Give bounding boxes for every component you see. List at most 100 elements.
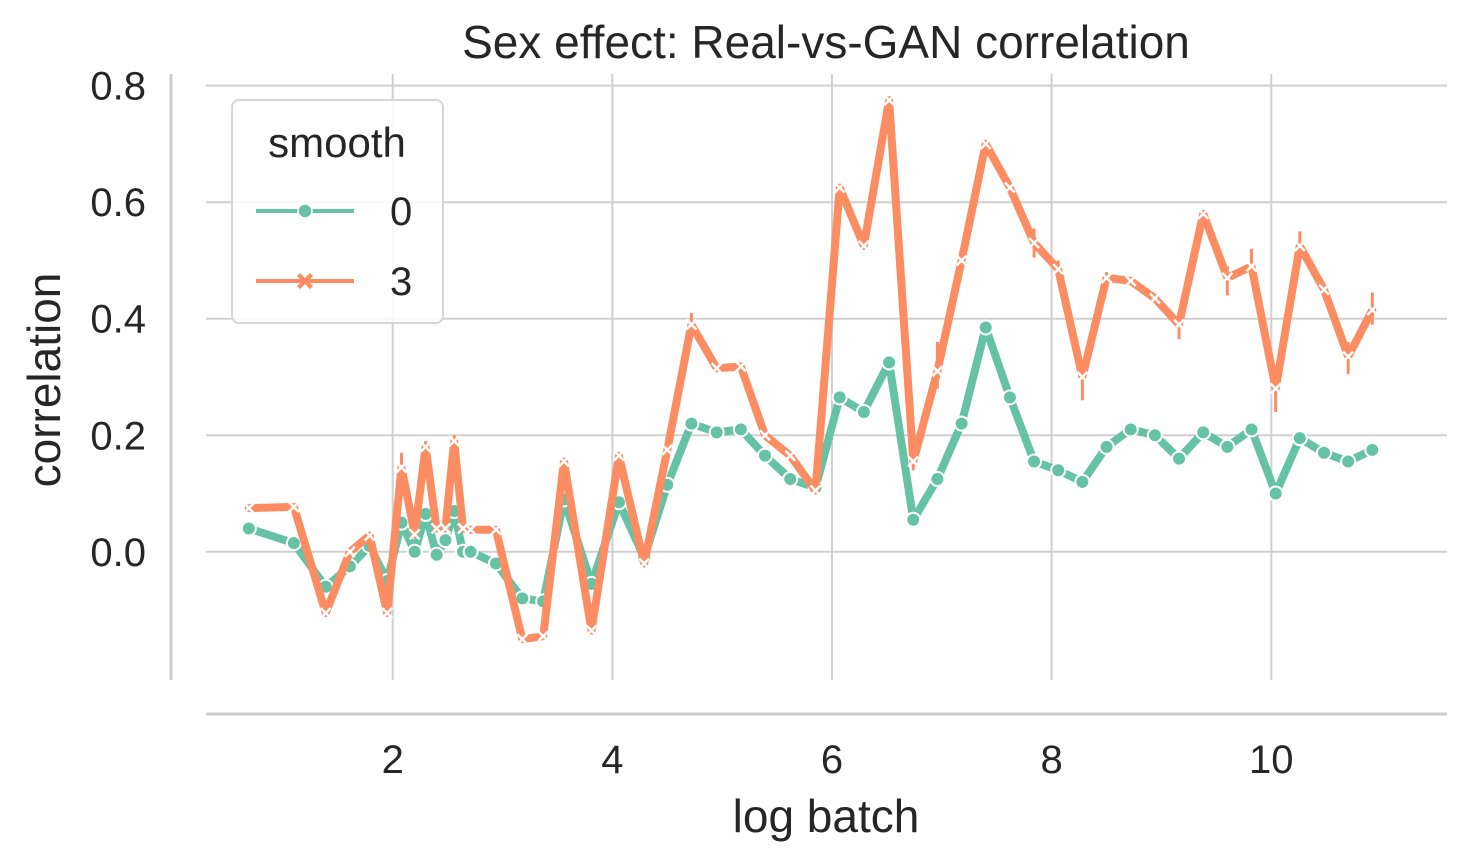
marker-stroke — [395, 461, 408, 474]
data-point — [1267, 485, 1284, 502]
marker-stroke — [734, 360, 747, 373]
marker-stroke — [430, 522, 443, 535]
x-axis-label: log batch — [733, 790, 920, 842]
x-tick-label: 10 — [1249, 738, 1294, 782]
marker-stroke — [883, 94, 895, 107]
marker-stroke — [1148, 292, 1161, 305]
x-tick-label: 4 — [601, 738, 623, 782]
marker-stroke — [1342, 350, 1355, 363]
data-point — [1243, 421, 1260, 438]
data-point — [1219, 438, 1236, 455]
legend-entries: 03 — [256, 190, 412, 304]
x-tick-label: 2 — [382, 738, 404, 782]
data-point — [734, 360, 747, 373]
axes — [169, 74, 1447, 716]
data-point — [833, 181, 846, 194]
data-point — [363, 529, 376, 542]
series-lines — [240, 94, 1381, 646]
marker-stroke — [408, 528, 421, 541]
data-point — [661, 443, 674, 456]
data-point — [685, 318, 698, 331]
data-point — [1124, 274, 1137, 287]
y-tick-label: 0.2 — [90, 414, 146, 458]
data-point — [732, 421, 749, 438]
data-point — [287, 501, 300, 513]
marker-stroke — [661, 443, 674, 456]
marker-stroke — [1100, 272, 1113, 284]
marker-stroke — [537, 630, 550, 643]
data-point — [419, 441, 432, 453]
marker-stroke — [1052, 263, 1065, 276]
data-point — [428, 546, 445, 563]
y-axis-label: correlation — [18, 273, 70, 488]
x-tick-label: 6 — [821, 738, 843, 782]
data-point — [1291, 430, 1308, 447]
data-point — [558, 455, 570, 468]
data-point — [708, 424, 725, 441]
marker-stroke — [448, 435, 461, 447]
marker-stroke — [319, 607, 332, 619]
tick-labels: 2 4 6 8 10 0.0 0.2 0.4 0.6 0.8 — [90, 65, 1293, 782]
data-point — [782, 470, 799, 487]
data-point — [953, 415, 970, 432]
data-point — [240, 520, 257, 537]
data-point — [464, 523, 477, 536]
marker-stroke — [287, 501, 300, 513]
marker-stroke — [809, 484, 822, 497]
marker-stroke — [363, 529, 376, 542]
legend-label: 3 — [390, 260, 412, 304]
marker-stroke — [784, 449, 797, 462]
data-point — [1195, 424, 1212, 441]
marker-stroke — [1318, 283, 1330, 296]
legend-title: smooth — [268, 119, 406, 166]
data-point — [439, 522, 452, 535]
data-point — [406, 543, 423, 560]
marker-stroke — [1173, 318, 1185, 331]
data-point — [1001, 389, 1018, 406]
data-point — [831, 389, 848, 406]
data-point — [1364, 441, 1381, 458]
y-tick-label: 0.6 — [90, 181, 146, 225]
marker-stroke — [1076, 371, 1089, 383]
marker-stroke — [242, 502, 255, 514]
marker-stroke — [613, 449, 625, 462]
marker-stroke — [931, 365, 944, 378]
marker-stroke — [381, 607, 394, 619]
data-point — [809, 484, 822, 497]
data-point — [1004, 181, 1016, 194]
data-point — [1318, 283, 1330, 296]
data-point — [319, 607, 332, 619]
data-point — [1245, 260, 1258, 273]
data-point — [516, 633, 529, 646]
data-point — [490, 523, 502, 536]
marker-stroke — [516, 633, 529, 646]
data-point — [1148, 292, 1161, 305]
marker-stroke — [685, 318, 698, 331]
data-point — [285, 535, 302, 552]
data-point — [710, 362, 723, 375]
data-point — [881, 354, 898, 371]
data-point — [1197, 207, 1210, 220]
legend-label: 0 — [390, 190, 412, 234]
marker-stroke — [857, 240, 870, 252]
series-0 — [240, 319, 1381, 610]
data-point — [537, 630, 550, 643]
data-point — [756, 447, 773, 464]
data-point — [1052, 263, 1065, 276]
marker-stroke — [955, 254, 968, 267]
data-point — [1146, 427, 1163, 444]
data-point — [857, 240, 870, 252]
legend-marker — [297, 203, 313, 219]
data-point — [613, 449, 625, 462]
marker-stroke — [638, 557, 651, 570]
y-tick-label: 0.8 — [90, 65, 146, 109]
marker-stroke — [1124, 274, 1137, 287]
data-point — [343, 545, 356, 558]
data-point — [905, 511, 922, 528]
data-point — [1028, 237, 1040, 249]
marker-stroke — [464, 523, 477, 536]
marker-stroke — [490, 523, 502, 536]
data-point — [977, 319, 994, 336]
